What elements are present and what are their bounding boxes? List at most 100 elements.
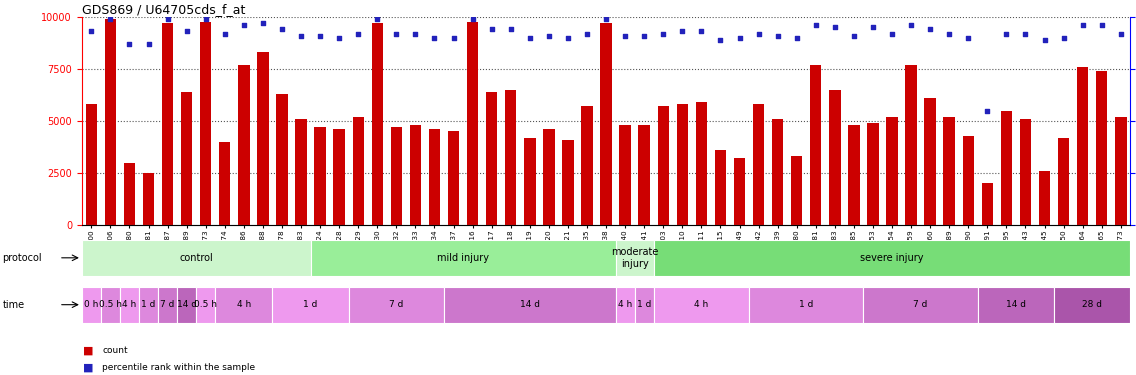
Point xyxy=(311,33,329,39)
Point xyxy=(750,30,768,36)
Bar xyxy=(1096,71,1108,225)
Bar xyxy=(677,104,688,225)
Text: 4 h: 4 h xyxy=(618,300,633,309)
Text: time: time xyxy=(2,300,24,310)
Bar xyxy=(310,240,616,276)
Text: 14 d: 14 d xyxy=(176,300,197,309)
Point xyxy=(177,28,195,34)
Bar xyxy=(239,65,250,225)
Point xyxy=(1074,22,1092,28)
Text: 7 d: 7 d xyxy=(160,300,175,309)
Text: 14 d: 14 d xyxy=(520,300,540,309)
Point xyxy=(520,35,538,41)
Point xyxy=(331,35,349,41)
Point xyxy=(863,24,882,30)
Bar xyxy=(658,106,669,225)
Bar xyxy=(616,240,653,276)
Bar xyxy=(428,129,440,225)
Bar xyxy=(177,287,197,322)
Point xyxy=(1093,22,1111,28)
Point xyxy=(559,35,577,41)
Bar xyxy=(101,287,120,322)
Point xyxy=(902,22,920,28)
Bar xyxy=(444,287,616,322)
Text: ■: ■ xyxy=(83,346,93,355)
Bar xyxy=(506,90,517,225)
Point xyxy=(578,30,596,36)
Bar xyxy=(653,240,1130,276)
Bar xyxy=(810,65,821,225)
Bar xyxy=(753,104,765,225)
Point xyxy=(921,26,939,32)
Point xyxy=(674,28,692,34)
Point xyxy=(807,22,825,28)
Point xyxy=(1035,37,1053,43)
Point xyxy=(292,33,310,39)
Point xyxy=(845,33,863,39)
Bar xyxy=(600,23,612,225)
Bar xyxy=(905,65,917,225)
Point xyxy=(463,16,482,22)
Bar xyxy=(582,106,593,225)
Bar xyxy=(215,287,273,322)
Text: protocol: protocol xyxy=(2,253,42,263)
Point xyxy=(769,33,787,39)
Point xyxy=(120,41,139,47)
Bar xyxy=(276,94,287,225)
Text: 7 d: 7 d xyxy=(390,300,403,309)
Bar xyxy=(962,135,974,225)
Text: severe injury: severe injury xyxy=(860,253,924,263)
Bar xyxy=(486,92,498,225)
Point xyxy=(425,35,443,41)
Point xyxy=(883,30,901,36)
Bar xyxy=(734,158,745,225)
Point xyxy=(654,30,673,36)
Text: 1 d: 1 d xyxy=(637,300,651,309)
Point xyxy=(368,16,386,22)
Bar xyxy=(200,22,211,225)
Bar xyxy=(867,123,878,225)
Bar xyxy=(1020,119,1031,225)
Bar xyxy=(1001,111,1012,225)
Point xyxy=(82,28,100,34)
Point xyxy=(540,33,558,39)
Point xyxy=(1112,30,1130,36)
Bar xyxy=(1116,117,1127,225)
Bar xyxy=(315,127,326,225)
Bar xyxy=(1077,67,1088,225)
Bar xyxy=(978,287,1054,322)
Text: 0 h: 0 h xyxy=(84,300,99,309)
Text: 0.5 h: 0.5 h xyxy=(194,300,217,309)
Text: control: control xyxy=(179,253,214,263)
Bar xyxy=(352,117,364,225)
Bar xyxy=(1058,138,1069,225)
Text: count: count xyxy=(102,346,128,355)
Text: percentile rank within the sample: percentile rank within the sample xyxy=(102,363,256,372)
Bar xyxy=(886,117,897,225)
Text: moderate
injury: moderate injury xyxy=(611,247,659,268)
Bar xyxy=(161,23,174,225)
Bar xyxy=(562,140,574,225)
Bar xyxy=(82,287,101,322)
Text: 1 d: 1 d xyxy=(303,300,318,309)
Point xyxy=(253,20,272,26)
Point xyxy=(483,26,501,32)
Point xyxy=(407,30,425,36)
Point xyxy=(711,37,729,43)
Bar xyxy=(616,287,635,322)
Bar xyxy=(219,142,231,225)
Text: 28 d: 28 d xyxy=(1083,300,1102,309)
Bar xyxy=(349,287,444,322)
Text: 7 d: 7 d xyxy=(913,300,928,309)
Bar xyxy=(772,119,784,225)
Text: mild injury: mild injury xyxy=(437,253,490,263)
Bar xyxy=(120,287,139,322)
Bar xyxy=(653,287,749,322)
Bar xyxy=(619,125,630,225)
Bar xyxy=(1038,171,1051,225)
Point xyxy=(502,26,520,32)
Point xyxy=(959,35,977,41)
Point xyxy=(997,30,1016,36)
Point xyxy=(616,33,634,39)
Point xyxy=(941,30,959,36)
